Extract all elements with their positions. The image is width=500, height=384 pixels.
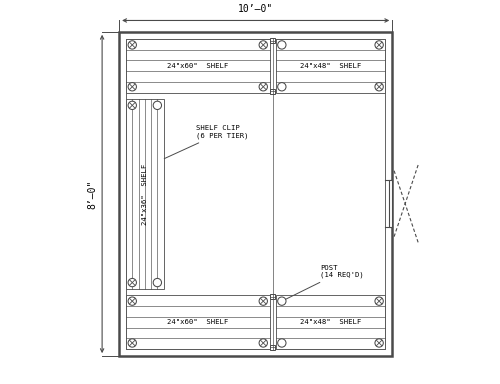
Bar (276, 295, 386, 349)
Circle shape (278, 297, 286, 305)
Text: 24"x60"  SHELF: 24"x60" SHELF (167, 63, 228, 69)
Circle shape (375, 339, 384, 347)
Bar (270, 89, 275, 94)
Text: 24"x48"  SHELF: 24"x48" SHELF (300, 63, 361, 69)
Bar (389, 180, 392, 227)
Circle shape (128, 278, 136, 287)
Bar (126, 39, 270, 93)
Circle shape (375, 83, 384, 91)
Circle shape (278, 339, 286, 347)
Text: SHELF CLIP
(6 PER TIER): SHELF CLIP (6 PER TIER) (164, 126, 248, 159)
Text: 8’–0": 8’–0" (88, 179, 98, 209)
Bar (270, 294, 275, 299)
Circle shape (259, 41, 268, 49)
Circle shape (153, 101, 162, 109)
Bar (126, 39, 386, 349)
Circle shape (278, 41, 286, 49)
Text: 24"x36"  SHELF: 24"x36" SHELF (142, 163, 148, 225)
Bar (276, 39, 386, 93)
Text: 24"x48"  SHELF: 24"x48" SHELF (300, 319, 361, 325)
Bar (126, 99, 164, 289)
Bar (119, 32, 392, 356)
Circle shape (259, 297, 268, 305)
Circle shape (259, 339, 268, 347)
Circle shape (375, 41, 384, 49)
Bar (270, 345, 275, 350)
Circle shape (128, 339, 136, 347)
Bar (126, 295, 270, 349)
Text: 24"x60"  SHELF: 24"x60" SHELF (167, 319, 228, 325)
Circle shape (128, 83, 136, 91)
Circle shape (128, 41, 136, 49)
Circle shape (153, 278, 162, 287)
Circle shape (375, 297, 384, 305)
Circle shape (259, 83, 268, 91)
Circle shape (278, 83, 286, 91)
Circle shape (128, 101, 136, 109)
Text: POST
(14 REQ'D): POST (14 REQ'D) (284, 265, 364, 300)
Text: 10’–0": 10’–0" (238, 3, 274, 14)
Bar (270, 38, 275, 43)
Circle shape (128, 297, 136, 305)
